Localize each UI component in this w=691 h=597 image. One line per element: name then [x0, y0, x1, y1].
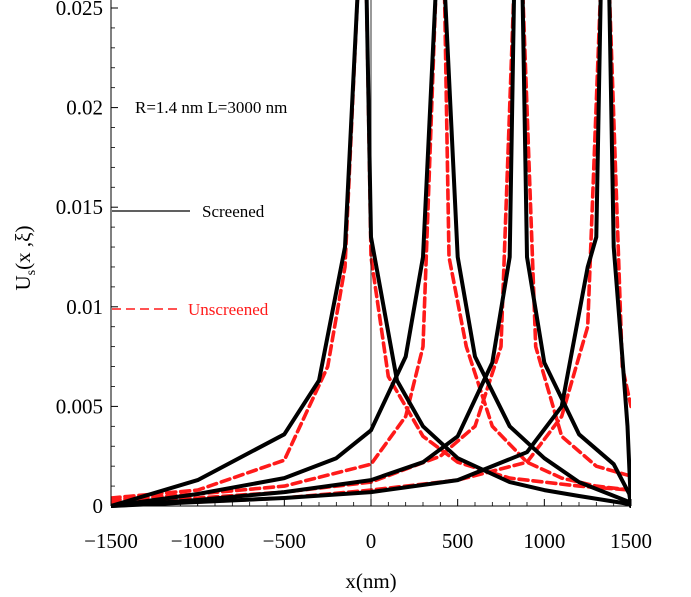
series-unscreened-left	[111, 0, 438, 502]
x-tick-label: −1000	[171, 529, 225, 553]
series-unscreened-left	[111, 0, 516, 504]
y-axis-title-main: U	[11, 275, 35, 290]
x-tick-label: −1500	[84, 529, 138, 553]
series-screened-left	[111, 0, 438, 508]
y-tick-label: 0	[93, 494, 104, 518]
x-tick-label: 500	[442, 529, 474, 553]
series-screened-right	[607, 0, 631, 508]
x-axis-title: x(nm)	[345, 569, 396, 593]
y-tick-label: 0.025	[56, 0, 103, 20]
x-tick-label: −500	[263, 529, 306, 553]
series-unscreened-right	[364, 0, 631, 492]
legend-unscreened-label: Unscreened	[188, 300, 269, 319]
y-tick-label: 0.005	[56, 394, 103, 418]
y-axis-title-rest: (x ,ξ)	[11, 226, 35, 270]
plot-frame	[110, 0, 631, 507]
y-axis-title: Us(x ,ξ)	[11, 226, 39, 291]
x-tick-label: 1500	[610, 529, 652, 553]
legend: Screened Unscreened	[112, 202, 269, 319]
legend-screened-label: Screened	[202, 202, 265, 221]
y-tick-label: 0.015	[56, 195, 103, 219]
y-tick-label: 0.01	[66, 295, 103, 319]
series-group	[111, 0, 631, 508]
y-axis-title-sub: s	[24, 270, 39, 275]
series-unscreened-right	[442, 0, 631, 492]
x-tick-label: 0	[366, 529, 377, 553]
y-tick-label: 0.02	[66, 96, 103, 120]
series-screened-left	[111, 0, 360, 508]
series-screened-left	[111, 0, 603, 508]
x-tick-label: 1000	[523, 529, 565, 553]
series-unscreened-left	[111, 0, 360, 500]
series-unscreened-right	[521, 0, 631, 478]
tick-layer: −1500 −1000 −500 0 500 1000 1500 0 0.005 0.01 0.01…	[56, 0, 652, 553]
curve-layer	[111, 0, 631, 508]
annotation-params: R=1.4 nm L=3000 nm	[135, 98, 287, 117]
series-screened-left	[111, 0, 516, 508]
series-screened-right	[443, 0, 631, 508]
